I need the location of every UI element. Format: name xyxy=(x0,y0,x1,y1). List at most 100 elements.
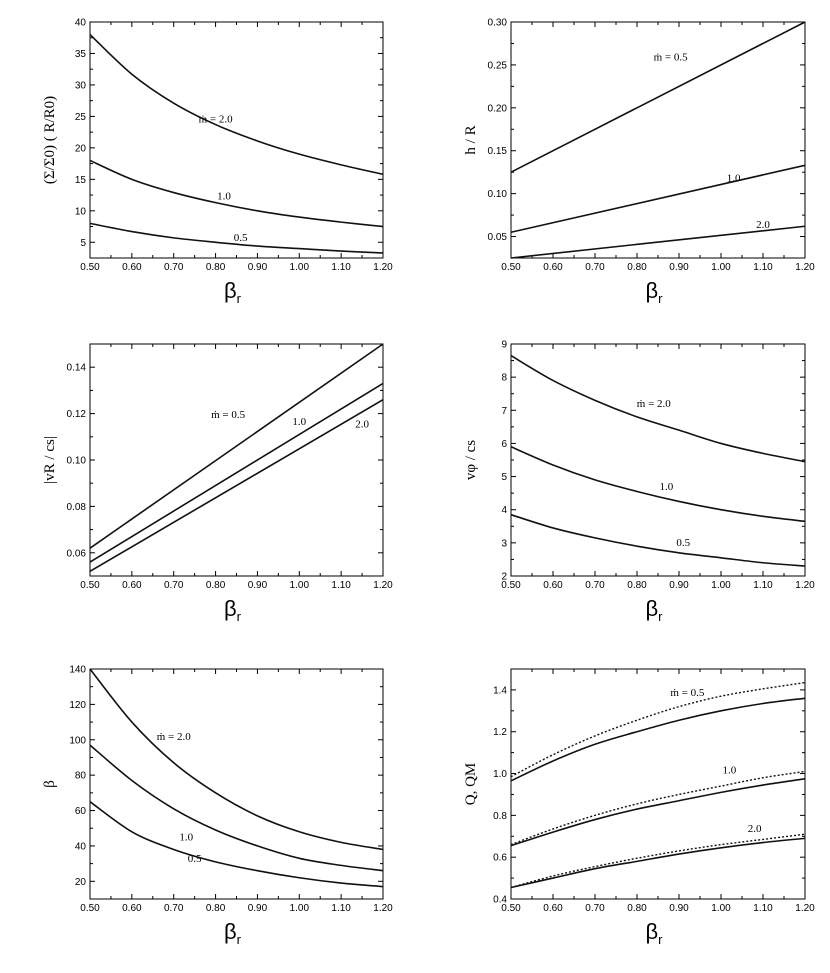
x-tick-label: 1.20 xyxy=(373,580,393,591)
y-tick-label: 8 xyxy=(501,373,507,384)
y-tick-label: 20 xyxy=(75,877,87,888)
x-tick-label: 0.80 xyxy=(627,262,647,273)
series-line-3 xyxy=(510,777,806,847)
y-tick-label: 40 xyxy=(75,18,87,29)
series-line-6 xyxy=(510,833,806,889)
curve-label: ṁ = 0.5 xyxy=(654,52,689,64)
x-tick-label: 0.50 xyxy=(501,903,521,914)
chart-panel-4: 0.50 0.60 0.70 0.80 0.90 1.00 1.10 1.20 2 3 4 5 6 7 8 9… xyxy=(463,340,815,625)
plot-frame xyxy=(89,343,384,577)
x-tick-label: 0.80 xyxy=(627,903,647,914)
curve-label: 2.0 xyxy=(756,219,770,231)
x-tick-label: 1.10 xyxy=(331,262,351,273)
y-tick-label: 0.10 xyxy=(488,189,508,200)
y-axis-label: β xyxy=(42,780,58,788)
curve-label: 1.0 xyxy=(723,765,737,777)
x-tick-label: 0.70 xyxy=(585,903,605,914)
x-tick-label: 0.50 xyxy=(80,262,100,273)
x-tick-label: 1.00 xyxy=(290,262,310,273)
series-line-3 xyxy=(89,801,384,888)
chart-panel-6: 0.50 0.60 0.70 0.80 0.90 1.00 1.10 1.20 0.4 0.6 0.… xyxy=(463,668,815,947)
y-tick-label: 60 xyxy=(75,806,87,817)
series-line-4 xyxy=(510,770,806,846)
y-axis-label: vφ / cs xyxy=(463,440,479,480)
y-tick-label: 25 xyxy=(75,112,87,123)
x-tick-label: 0.70 xyxy=(585,580,605,591)
y-tick-label: 100 xyxy=(69,735,86,746)
curve-label: 0.5 xyxy=(188,853,202,865)
x-tick-label: 0.60 xyxy=(122,903,142,914)
y-tick-label: 0.6 xyxy=(493,853,507,864)
x-tick-label: 0.90 xyxy=(248,262,268,273)
series-line-3 xyxy=(510,513,806,567)
x-tick-label: 0.70 xyxy=(164,903,184,914)
y-tick-label: 1.4 xyxy=(493,685,507,696)
curve-label: 1.0 xyxy=(292,416,306,428)
y-tick-label: 0.4 xyxy=(493,895,507,906)
x-tick-label: 1.00 xyxy=(711,903,731,914)
y-axis-label: |vR / cs| xyxy=(42,436,58,484)
x-tick-label: 0.50 xyxy=(80,903,100,914)
y-axis-label: Q, QM xyxy=(463,763,479,806)
x-axis-label: βr xyxy=(224,278,242,306)
y-tick-label: 5 xyxy=(80,238,86,249)
x-tick-label: 0.80 xyxy=(206,262,226,273)
x-tick-label: 0.60 xyxy=(543,903,563,914)
curve-label: 0.5 xyxy=(676,537,690,549)
y-tick-label: 0.25 xyxy=(488,60,508,71)
x-tick-label: 0.60 xyxy=(122,580,142,591)
y-tick-label: 6 xyxy=(501,439,507,450)
curve-label: 0.5 xyxy=(234,232,248,244)
y-tick-label: 5 xyxy=(501,472,507,483)
y-tick-label: 0.8 xyxy=(493,811,507,822)
y-tick-label: 0.12 xyxy=(67,409,87,420)
series-line-1 xyxy=(89,668,384,851)
y-tick-label: 20 xyxy=(75,143,87,154)
y-tick-label: 120 xyxy=(69,700,86,711)
x-tick-label: 0.90 xyxy=(248,903,268,914)
curve-label: ṁ = 0.5 xyxy=(670,687,705,699)
x-axis-label: βr xyxy=(646,919,664,947)
series-line-2 xyxy=(510,446,806,523)
y-axis-label: (Σ/Σ0) ( R/R0) xyxy=(42,96,58,184)
y-tick-label: 1.2 xyxy=(493,727,507,738)
x-tick-label: 1.10 xyxy=(331,580,351,591)
x-tick-label: 0.70 xyxy=(585,262,605,273)
curve-label: ṁ = 2.0 xyxy=(637,398,672,410)
x-tick-label: 1.00 xyxy=(711,262,731,273)
y-tick-label: 35 xyxy=(75,49,87,60)
x-tick-label: 0.60 xyxy=(122,262,142,273)
y-axis-label: h / R xyxy=(463,125,479,154)
x-tick-label: 1.00 xyxy=(711,580,731,591)
x-tick-label: 1.10 xyxy=(753,580,773,591)
curve-label: 2.0 xyxy=(355,419,369,431)
y-tick-label: 30 xyxy=(75,80,87,91)
y-tick-label: 0.15 xyxy=(488,146,508,157)
y-tick-label: 9 xyxy=(501,340,507,351)
x-tick-label: 0.50 xyxy=(501,262,521,273)
x-tick-label: 0.90 xyxy=(248,580,268,591)
y-tick-label: 40 xyxy=(75,841,87,852)
x-tick-label: 1.20 xyxy=(373,903,393,914)
x-tick-label: 1.20 xyxy=(795,903,815,914)
x-tick-label: 0.80 xyxy=(206,580,226,591)
y-tick-label: 0.05 xyxy=(488,232,508,243)
curve-label: ṁ = 2.0 xyxy=(199,114,234,126)
series-line-2 xyxy=(510,681,806,778)
curve-label: 1.0 xyxy=(660,481,674,493)
x-tick-label: 0.60 xyxy=(543,262,563,273)
x-tick-label: 1.00 xyxy=(290,903,310,914)
x-tick-label: 0.50 xyxy=(80,580,100,591)
series-line-3 xyxy=(510,225,806,259)
curve-label: 2.0 xyxy=(748,823,762,835)
y-tick-label: 0.20 xyxy=(488,103,508,114)
y-tick-label: 15 xyxy=(75,175,87,186)
chart-panel-5: 0.50 0.60 0.70 0.80 0.90 1.00 1.10 1.20 20 40 60 80… xyxy=(42,665,393,948)
curve-label: 1.0 xyxy=(727,173,741,185)
y-tick-label: 3 xyxy=(501,538,507,549)
x-tick-label: 0.60 xyxy=(543,580,563,591)
x-tick-label: 0.80 xyxy=(206,903,226,914)
curve-label: 1.0 xyxy=(217,190,231,202)
series-line-5 xyxy=(510,837,806,889)
